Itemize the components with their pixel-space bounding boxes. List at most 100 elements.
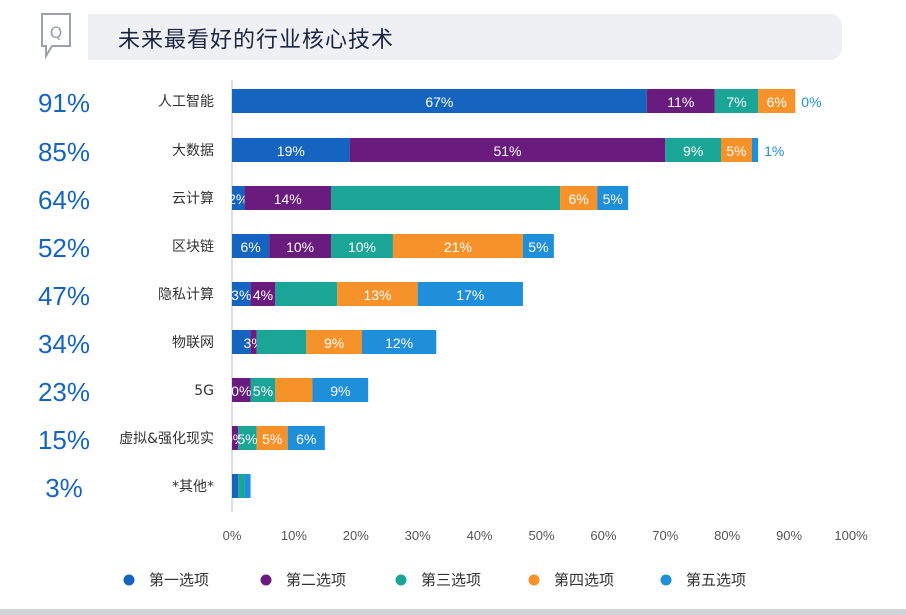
bar-segment	[714, 89, 759, 113]
category-label: 物联网	[172, 335, 214, 351]
bar-segment	[232, 330, 251, 354]
legend-marker	[395, 574, 407, 586]
x-tick-label: 60%	[590, 528, 616, 543]
bar-segment	[232, 89, 647, 113]
total-label: 3%	[45, 473, 83, 503]
data-label: 7%	[726, 94, 746, 110]
bar-segment	[392, 234, 523, 258]
bar-segment	[232, 474, 239, 498]
data-label: 0%	[801, 94, 821, 110]
total-label: 91%	[38, 88, 90, 118]
bar-segment	[417, 282, 523, 306]
data-label: 2%	[228, 191, 248, 207]
bar-segment	[238, 426, 257, 450]
category-label: 5G	[194, 383, 214, 399]
title-bar: 未来最看好的行业核心技术	[88, 14, 842, 60]
data-label: 5%	[237, 431, 257, 447]
bar-segment	[349, 138, 666, 162]
category-label: 虚拟&强化现实	[119, 431, 214, 447]
data-label: 10%	[286, 239, 314, 255]
legend-marker	[123, 574, 135, 586]
data-label: 21%	[444, 239, 472, 255]
x-tick-label: 50%	[528, 528, 554, 543]
x-tick-label: 10%	[281, 528, 307, 543]
data-label: 5%	[253, 383, 273, 399]
bar-segment	[361, 330, 437, 354]
legend-label: 第四选项	[554, 571, 614, 589]
bar-segment	[232, 282, 251, 306]
x-tick-label: 20%	[343, 528, 369, 543]
data-label: 14%	[274, 191, 302, 207]
legend-marker	[528, 574, 540, 586]
data-label: 17%	[456, 287, 484, 303]
bar-segment	[312, 378, 369, 402]
x-tick-label: 40%	[467, 528, 493, 543]
total-label: 47%	[38, 281, 90, 311]
data-label: 6%	[240, 239, 260, 255]
legend-marker	[260, 574, 272, 586]
data-label: 11%	[667, 94, 694, 110]
bar-segment	[331, 186, 561, 210]
data-label: 9%	[683, 143, 703, 159]
bar-segment	[269, 234, 332, 258]
total-label: 23%	[38, 377, 90, 407]
data-label: 6%	[296, 431, 316, 447]
data-label: 5%	[528, 239, 548, 255]
legend-label: 第一选项	[149, 571, 209, 589]
legend-marker	[660, 574, 672, 586]
bar-segment	[250, 378, 276, 402]
bar-segment	[522, 234, 554, 258]
bar-segment	[244, 474, 251, 498]
bar-segment	[232, 186, 245, 210]
x-tick-label: 80%	[714, 528, 740, 543]
category-label: 云计算	[172, 191, 214, 207]
x-tick-label: 0%	[223, 528, 242, 543]
bar-segment	[250, 330, 257, 354]
total-label: 85%	[38, 137, 90, 167]
data-label: 13%	[363, 287, 391, 303]
bar-segment	[256, 426, 288, 450]
total-label: 52%	[38, 233, 90, 263]
legend-label: 第三选项	[421, 571, 481, 589]
category-label: 隐私计算	[158, 287, 214, 303]
bar-segment	[244, 186, 332, 210]
bar-segment	[256, 330, 307, 354]
data-label: 6%	[767, 94, 787, 110]
bar-segment	[306, 330, 362, 354]
data-label: 9%	[330, 383, 350, 399]
bar-segment	[232, 138, 350, 162]
bar-segment	[275, 282, 338, 306]
data-label: 10%	[348, 239, 376, 255]
data-label: 9%	[324, 335, 344, 351]
data-label: 3%	[231, 287, 251, 303]
bar-segment	[275, 378, 313, 402]
category-label: 大数据	[172, 143, 214, 159]
bar-segment	[337, 282, 418, 306]
data-label: 5%	[603, 191, 623, 207]
bar-segment	[646, 89, 715, 113]
x-tick-label: 70%	[652, 528, 678, 543]
bottom-divider	[0, 609, 906, 615]
data-label: 5%	[726, 143, 746, 159]
x-tick-label: 90%	[776, 528, 802, 543]
legend-label: 第二选项	[286, 571, 346, 589]
data-label: 19%	[277, 143, 305, 159]
data-label: 4%	[253, 287, 273, 303]
bar-segment	[287, 426, 325, 450]
data-label: 0%	[231, 383, 251, 399]
total-label: 64%	[38, 185, 90, 215]
data-label: 67%	[425, 94, 453, 110]
category-label: 人工智能	[158, 94, 214, 110]
bar-segment	[721, 138, 752, 162]
bar-segment	[232, 234, 270, 258]
category-label: 区块链	[172, 239, 214, 255]
category-label: *其他*	[172, 479, 214, 495]
data-label: 1%	[764, 143, 784, 159]
bar-segment	[758, 89, 796, 113]
bar-segment	[597, 186, 629, 210]
x-tick-label: 100%	[834, 528, 868, 543]
q-badge-icon: Q	[41, 13, 71, 60]
legend-label: 第五选项	[686, 571, 746, 589]
chart-title: 未来最看好的行业核心技术	[118, 28, 395, 53]
